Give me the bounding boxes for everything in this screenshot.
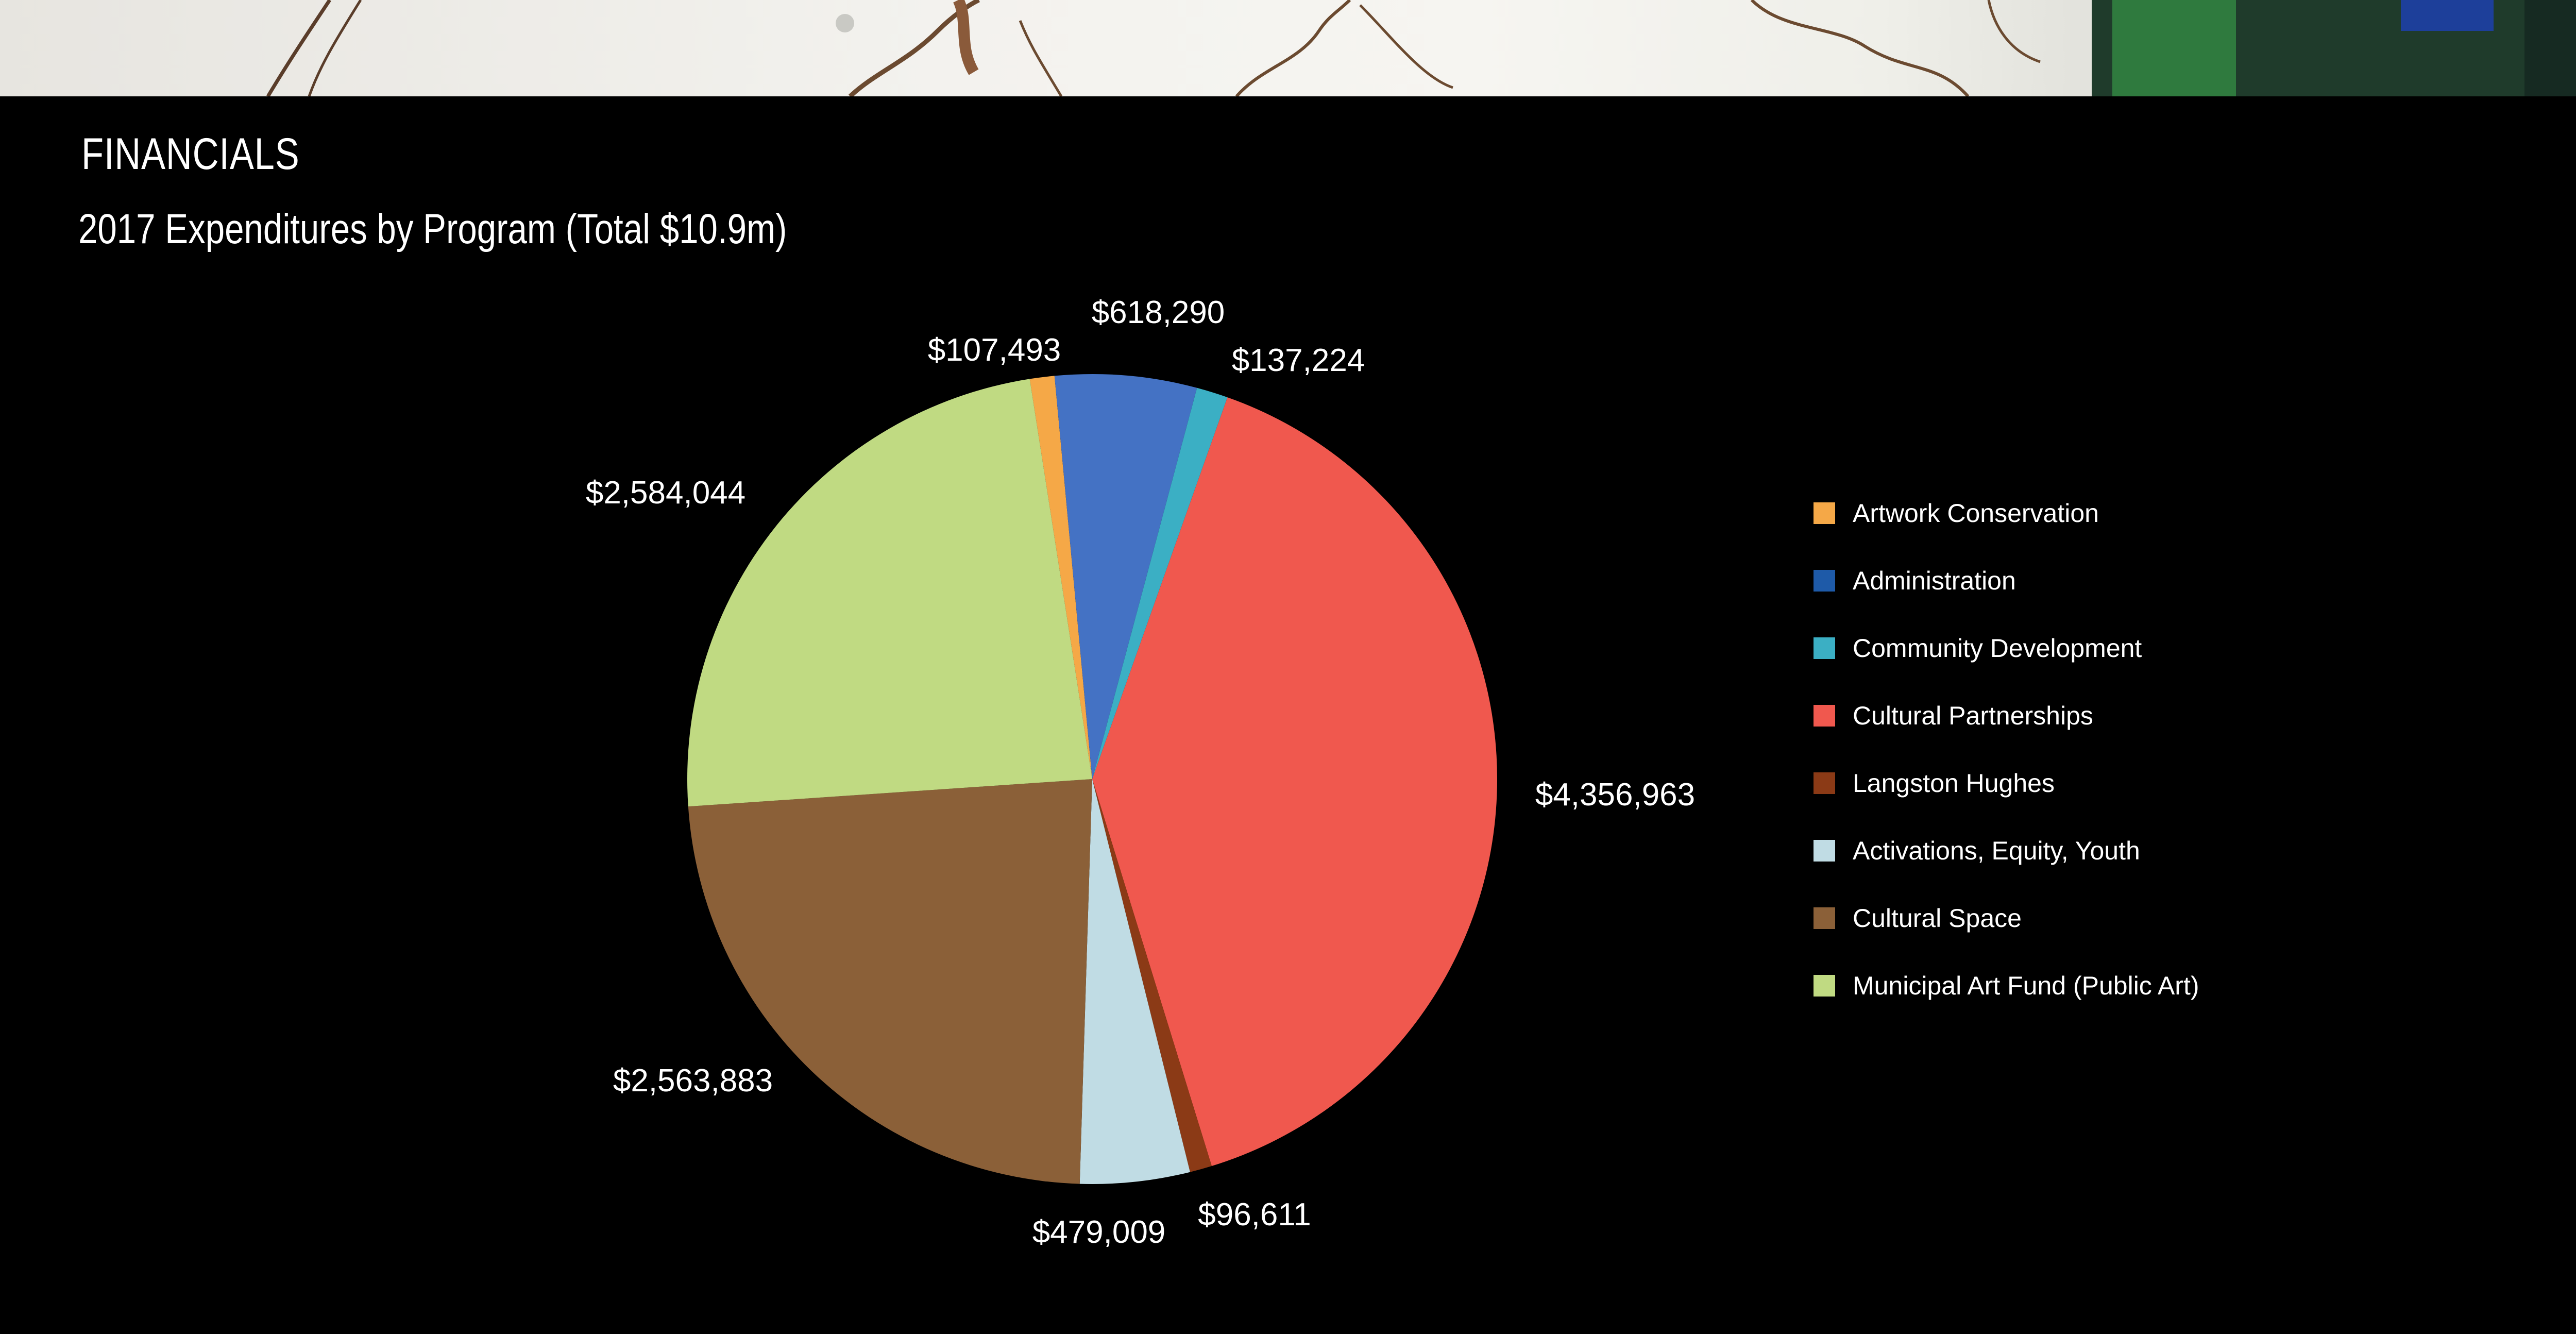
pie-slice-municipal-art-fund-public-art [687, 379, 1092, 807]
pie-slice-administration [1054, 374, 1197, 779]
legend-item: Cultural Space [1814, 884, 2199, 952]
legend-label: Activations, Equity, Youth [1853, 836, 2140, 865]
legend-swatch [1814, 704, 1835, 727]
legend-swatch [1814, 907, 1835, 929]
pie-slice-langston-hughes [1092, 779, 1212, 1172]
header-photo [0, 0, 2576, 96]
header-photo-art [266, 0, 2576, 96]
legend-swatch [1814, 974, 1835, 997]
section-title: FINANCIALS [81, 129, 300, 179]
legend-label: Cultural Space [1853, 903, 2022, 933]
data-label: $2,563,883 [613, 1063, 773, 1099]
legend-label: Administration [1853, 566, 2016, 595]
pie-slice-cultural-partnerships [1092, 397, 1498, 1166]
legend-item: Artwork Conservation [1814, 479, 2199, 547]
legend-swatch [1814, 839, 1835, 862]
legend-label: Cultural Partnerships [1853, 701, 2093, 730]
legend-item: Activations, Equity, Youth [1814, 817, 2199, 884]
chart-title: 2017 Expenditures by Program (Total $10.… [78, 206, 787, 252]
legend-label: Langston Hughes [1853, 768, 2055, 798]
pie-slice-cultural-space [688, 779, 1092, 1184]
data-label: $2,584,044 [586, 475, 745, 511]
data-label: $479,009 [1032, 1214, 1166, 1250]
chart-legend: Artwork Conservation Administration Commun… [1814, 479, 2199, 1019]
pie-slice-activations-equity-youth [1079, 779, 1190, 1184]
pie-slice-community-development [1092, 387, 1228, 779]
legend-item: Cultural Partnerships [1814, 682, 2199, 749]
legend-swatch [1814, 637, 1835, 659]
legend-swatch [1814, 569, 1835, 592]
data-label: $4,356,963 [1535, 777, 1695, 813]
legend-item: Community Development [1814, 614, 2199, 682]
pie-slice-artwork-conservation [1029, 376, 1092, 779]
data-label: $618,290 [1092, 295, 1225, 330]
legend-swatch [1814, 502, 1835, 524]
legend-label: Community Development [1853, 633, 2142, 663]
legend-item: Langston Hughes [1814, 749, 2199, 817]
data-label: $107,493 [928, 332, 1061, 368]
legend-item: Administration [1814, 547, 2199, 614]
legend-swatch [1814, 772, 1835, 794]
legend-item: Municipal Art Fund (Public Art) [1814, 952, 2199, 1019]
legend-label: Municipal Art Fund (Public Art) [1853, 971, 2199, 1000]
data-label: $137,224 [1232, 343, 1365, 378]
data-label: $96,611 [1198, 1197, 1311, 1232]
legend-label: Artwork Conservation [1853, 498, 2099, 528]
